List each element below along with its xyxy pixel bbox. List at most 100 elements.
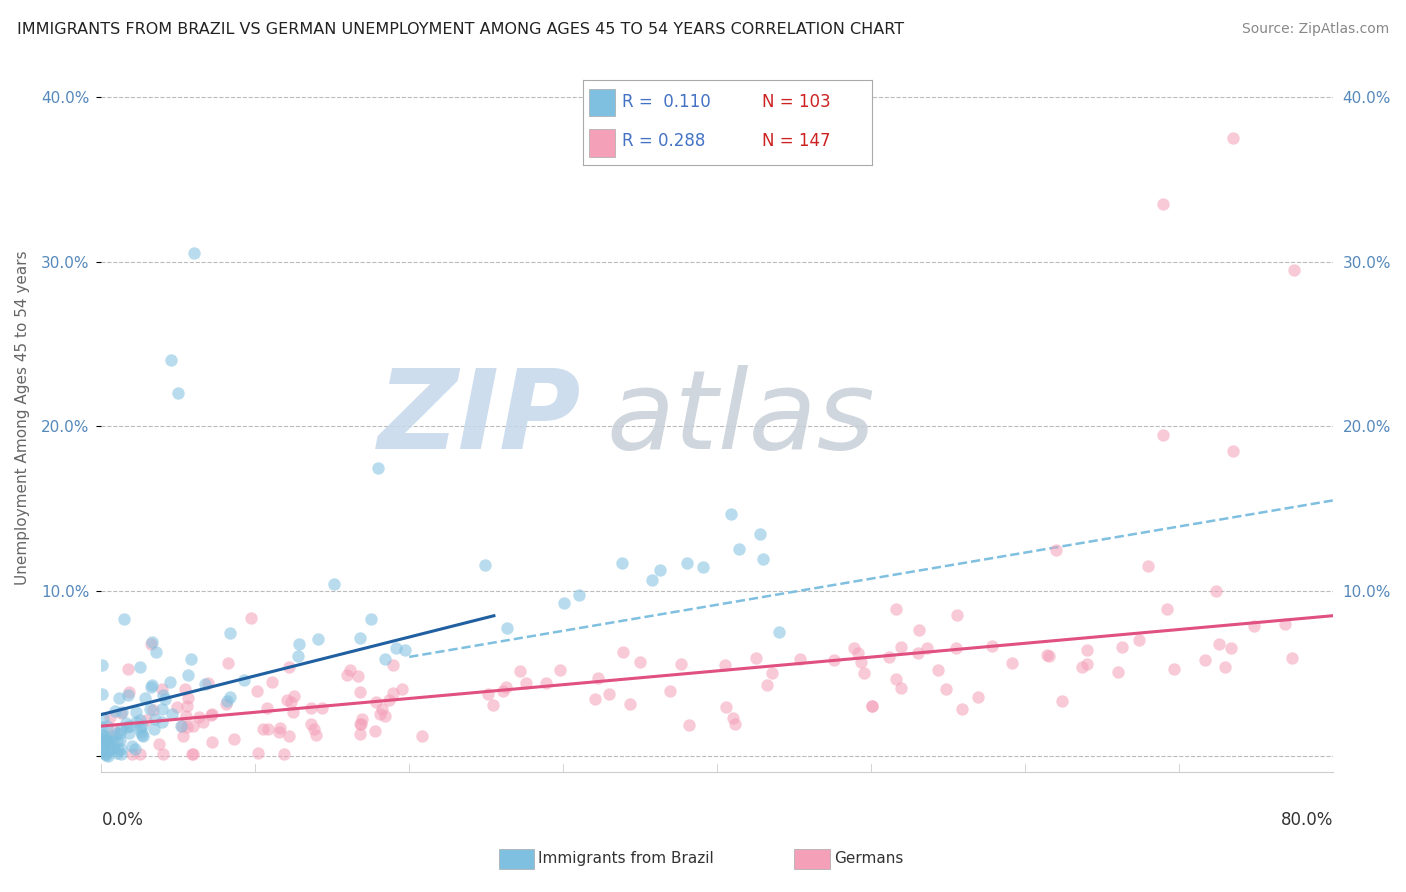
Point — [167, 386, 190, 401]
Point — [946, 608, 969, 623]
Point — [159, 675, 181, 690]
Point — [349, 727, 371, 741]
Point — [1222, 131, 1244, 145]
Point — [391, 682, 413, 697]
Text: 80.0%: 80.0% — [1281, 811, 1333, 829]
Point — [288, 637, 311, 651]
Point — [96, 719, 118, 733]
Point — [612, 645, 634, 659]
Point — [135, 713, 157, 727]
Point — [142, 703, 165, 717]
Point — [860, 698, 883, 713]
Point — [103, 723, 125, 737]
Point — [381, 686, 404, 700]
Point — [1052, 694, 1074, 708]
Point — [177, 691, 200, 706]
Point — [745, 650, 768, 665]
Point — [117, 689, 139, 703]
Point — [155, 691, 177, 706]
Point — [224, 731, 246, 746]
Point — [598, 687, 620, 701]
Point — [347, 669, 370, 683]
Point — [201, 735, 224, 749]
Point — [350, 712, 373, 726]
Point — [367, 460, 389, 475]
Point — [628, 656, 651, 670]
Point — [1205, 584, 1227, 599]
Point — [852, 666, 875, 681]
Point — [93, 746, 115, 760]
Point — [215, 694, 238, 708]
Point — [174, 681, 197, 696]
Point — [181, 719, 204, 733]
Point — [131, 728, 153, 742]
Point — [659, 683, 682, 698]
Text: N = 147: N = 147 — [762, 132, 831, 150]
Point — [612, 556, 634, 570]
Point — [1274, 617, 1296, 632]
Point — [112, 612, 135, 626]
Point — [299, 716, 322, 731]
Point — [131, 729, 153, 743]
Point — [477, 687, 499, 701]
Point — [273, 747, 295, 761]
Point — [307, 632, 329, 646]
Point — [160, 707, 183, 722]
Point — [411, 729, 433, 743]
Point — [1107, 665, 1129, 679]
Point — [91, 719, 114, 733]
Point — [371, 702, 394, 716]
Point — [110, 706, 132, 721]
Point — [97, 748, 120, 763]
Point — [669, 657, 692, 671]
Point — [568, 588, 591, 602]
Point — [1194, 653, 1216, 667]
Point — [394, 643, 416, 657]
Point — [495, 621, 517, 635]
Point — [311, 700, 333, 714]
Point — [176, 721, 198, 735]
Y-axis label: Unemployment Among Ages 45 to 54 years: Unemployment Among Ages 45 to 54 years — [15, 251, 30, 585]
Point — [180, 652, 202, 666]
Text: R =  0.110: R = 0.110 — [623, 93, 711, 111]
Point — [101, 733, 124, 747]
Point — [481, 698, 503, 712]
Point — [1153, 427, 1175, 442]
Point — [1208, 637, 1230, 651]
Point — [91, 737, 114, 751]
Point — [378, 693, 401, 707]
Point — [1001, 656, 1024, 670]
Point — [349, 685, 371, 699]
Point — [749, 527, 772, 541]
Point — [768, 625, 790, 640]
Point — [134, 691, 156, 706]
Point — [128, 747, 150, 761]
Point — [148, 737, 170, 751]
Point — [267, 724, 290, 739]
Point — [935, 681, 957, 696]
Point — [152, 702, 174, 716]
Point — [152, 688, 174, 702]
Point — [107, 742, 129, 756]
Point — [648, 563, 671, 577]
Point — [117, 720, 139, 734]
Point — [114, 715, 136, 730]
Text: ZIP: ZIP — [378, 365, 582, 472]
Point — [93, 743, 115, 757]
Point — [121, 747, 143, 761]
Point — [1220, 640, 1243, 655]
Point — [761, 666, 783, 681]
Point — [755, 678, 778, 692]
Point — [187, 710, 209, 724]
Point — [950, 702, 973, 716]
Point — [128, 721, 150, 735]
Point — [299, 700, 322, 714]
Point — [125, 714, 148, 729]
Point — [124, 741, 146, 756]
Point — [980, 639, 1002, 653]
Point — [96, 731, 118, 745]
Point — [129, 713, 152, 727]
Point — [166, 699, 188, 714]
Point — [94, 748, 117, 763]
Point — [97, 737, 120, 751]
